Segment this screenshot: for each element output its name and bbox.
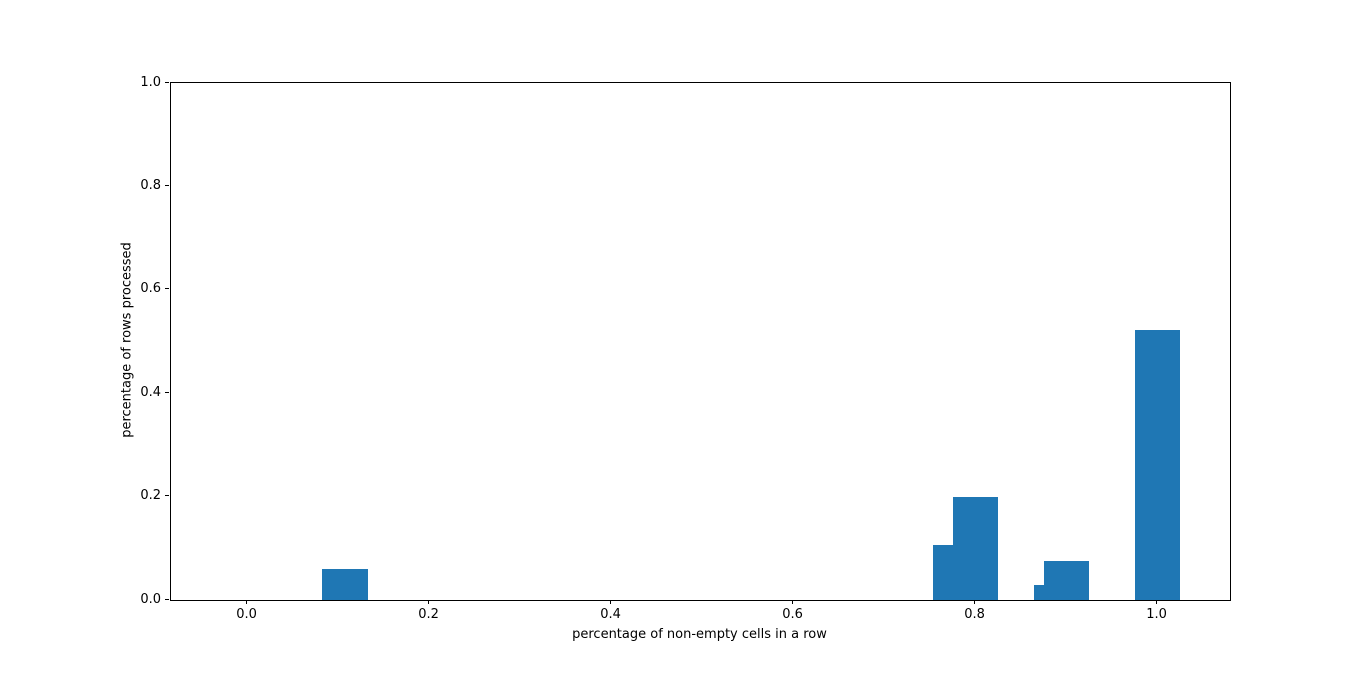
histogram-bar: [952, 497, 999, 600]
x-tick-mark: [610, 600, 612, 604]
y-tick-mark: [165, 81, 169, 83]
y-tick-label: 0.6: [140, 281, 161, 297]
y-tick-label: 1.0: [140, 74, 161, 90]
x-tick-mark: [1156, 600, 1158, 604]
x-tick-mark: [246, 600, 248, 604]
x-tick-mark: [428, 600, 430, 604]
x-tick-mark: [792, 600, 794, 604]
histogram-bar: [1043, 561, 1090, 600]
plot-area: [170, 82, 1231, 601]
x-tick-label: 0.4: [600, 607, 621, 622]
x-tick-label: 0.2: [418, 607, 439, 622]
x-tick-label: 0.0: [236, 607, 257, 622]
x-tick-label: 1.0: [1146, 607, 1167, 622]
x-axis-label: percentage of non-empty cells in a row: [572, 627, 827, 642]
y-axis-label: percentage of rows processed: [119, 242, 135, 438]
y-tick-label: 0.0: [140, 591, 161, 607]
x-tick-mark: [974, 600, 976, 604]
x-tick-label: 0.6: [782, 607, 803, 622]
histogram-bar: [1134, 329, 1181, 600]
y-tick-label: 0.8: [140, 177, 161, 193]
y-tick-mark: [165, 184, 169, 186]
y-tick-mark: [165, 495, 169, 497]
y-tick-label: 0.2: [140, 488, 161, 504]
histogram-bar: [322, 568, 368, 600]
y-tick-mark: [165, 288, 169, 290]
x-tick-label: 0.8: [964, 607, 985, 622]
y-tick-label: 0.4: [140, 384, 161, 400]
y-tick-mark: [165, 391, 169, 393]
y-tick-mark: [165, 598, 169, 600]
